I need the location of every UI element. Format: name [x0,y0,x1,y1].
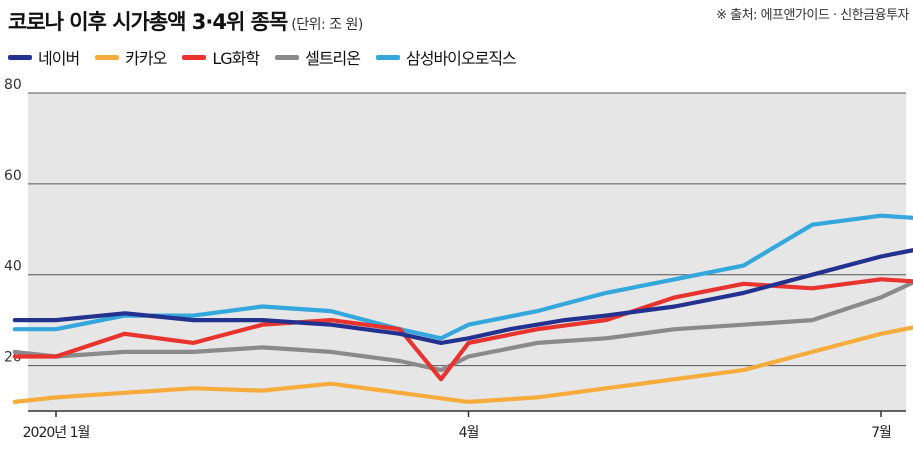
y-tick-label: 60 [4,168,22,184]
series-line-0 [12,248,913,345]
series-line-3 [12,280,913,373]
legend-swatch [275,54,300,60]
legend-item: 카카오 [95,45,167,69]
legend-swatch [376,54,400,60]
legend-item: LG화학 [182,45,260,69]
unit-label: (단위: 조 원) [291,17,363,33]
series-line-1 [12,325,913,404]
x-tick-label: 4월 [459,425,479,441]
x-tick-label: 7월 [871,425,891,441]
title-row: 코로나 이후 시가총액 3·4위 종목 (단위: 조 원) [8,6,906,36]
legend-swatch [8,54,32,60]
legend-item: 삼성바이오로직스 [376,45,517,69]
series-lines [12,213,913,404]
legend-swatch [95,54,120,60]
legend-label: LG화학 [212,49,260,68]
series-line-4 [12,213,913,341]
legend-item: 네이버 [8,45,80,69]
legend-label: 네이버 [38,49,80,68]
chart-title: 코로나 이후 시가총액 3·4위 종목 [8,10,288,34]
x-tick-label: 2020년 1월 [23,425,90,441]
legend-label: 삼성바이오로직스 [406,49,517,68]
y-tick-label: 40 [4,259,22,275]
series-line-2 [12,277,913,382]
legend-swatch [182,54,207,60]
legend-label: 셀트리온 [305,49,361,68]
y-tick-label: 80 [4,77,22,93]
legend: 네이버 카카오 LG화학 셀트리온 삼성바이오로직스 [8,44,532,70]
legend-item: 셀트리온 [275,45,361,69]
legend-label: 카카오 [125,49,167,68]
source-note: ※ 출처: 에프앤가이드 · 신한금융투자 [716,8,909,23]
